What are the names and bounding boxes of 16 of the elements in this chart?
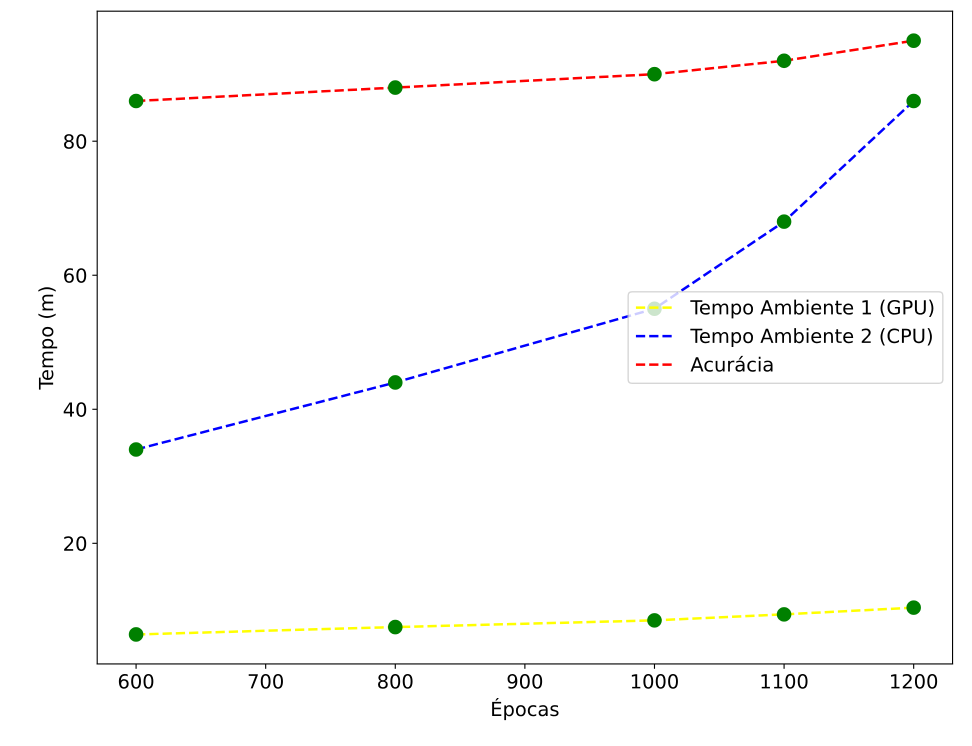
y-tick-label: 20 — [64, 536, 86, 551]
x-tick-label: 1100 — [761, 674, 808, 689]
x-tick-label: 800 — [378, 674, 413, 689]
y-tick-label: 80 — [64, 134, 86, 149]
y-tick-label: 60 — [64, 268, 86, 283]
x-axis-title: Épocas — [492, 698, 559, 720]
x-tick-label: 600 — [118, 674, 154, 689]
legend-label: Tempo Ambiente 2 (CPU) — [690, 328, 932, 347]
x-tick-label: 900 — [508, 674, 542, 689]
y-tick-label: 40 — [64, 402, 86, 417]
legend-label: Acurácia — [690, 356, 773, 372]
x-tick-label: 700 — [248, 674, 283, 689]
x-tick-label: 1000 — [632, 674, 678, 689]
legend-label: Tempo Ambiente 1 (GPU) — [690, 300, 934, 318]
x-tick-label: 1200 — [891, 674, 938, 689]
y-axis-title: Tempo (m) — [38, 287, 58, 390]
